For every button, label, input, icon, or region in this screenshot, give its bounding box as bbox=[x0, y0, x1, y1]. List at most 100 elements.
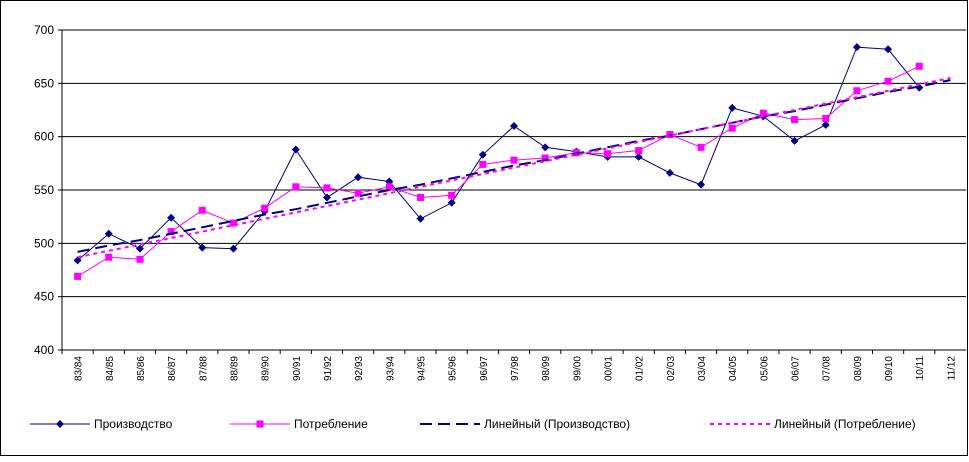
data-point bbox=[479, 160, 487, 168]
data-point bbox=[697, 180, 706, 189]
data-point bbox=[822, 115, 830, 123]
data-point bbox=[229, 219, 237, 227]
data-point bbox=[104, 229, 113, 238]
data-point bbox=[198, 206, 206, 214]
x-tick-label: 03/04 bbox=[697, 356, 708, 381]
legend-item: Потребление bbox=[230, 417, 368, 431]
x-tick-label: 98/99 bbox=[541, 356, 552, 381]
x-tick-label: 99/00 bbox=[572, 356, 583, 381]
x-tick-label: 85/86 bbox=[136, 356, 147, 381]
data-point bbox=[322, 193, 331, 202]
data-point bbox=[198, 243, 207, 252]
data-point bbox=[448, 191, 456, 199]
data-point bbox=[416, 193, 424, 201]
x-tick-label: 90/91 bbox=[292, 356, 303, 381]
x-tick-label: 09/10 bbox=[884, 356, 895, 381]
x-tick-label: 10/11 bbox=[915, 356, 926, 381]
data-point bbox=[135, 244, 144, 253]
data-point bbox=[354, 189, 362, 197]
data-point bbox=[791, 116, 799, 124]
data-point bbox=[541, 154, 549, 162]
data-point bbox=[666, 131, 674, 139]
legend-label: Линейный (Производство) bbox=[484, 417, 630, 431]
legend-item: Линейный (Потребление) bbox=[710, 417, 916, 431]
data-point bbox=[635, 147, 643, 155]
x-tick-label: 83/84 bbox=[74, 356, 85, 381]
x-tick-label: 93/94 bbox=[385, 356, 396, 381]
x-tick-label: 08/09 bbox=[853, 356, 864, 381]
x-tick-label: 97/98 bbox=[510, 356, 521, 381]
data-point bbox=[728, 124, 736, 132]
x-tick-label: 96/97 bbox=[479, 356, 490, 381]
x-tick-label: 86/87 bbox=[167, 356, 178, 381]
data-point bbox=[73, 256, 82, 265]
y-tick-label: 700 bbox=[34, 23, 54, 37]
data-point bbox=[915, 62, 923, 70]
data-point bbox=[74, 272, 82, 280]
series-line bbox=[77, 46, 920, 261]
data-point bbox=[634, 152, 643, 161]
data-point bbox=[884, 45, 893, 54]
data-point bbox=[510, 122, 518, 130]
x-tick-label: 87/88 bbox=[198, 356, 209, 381]
data-point bbox=[852, 43, 861, 52]
x-tick-label: 02/03 bbox=[666, 356, 677, 381]
x-tick-label: 07/08 bbox=[822, 356, 833, 381]
legend-marker bbox=[256, 420, 264, 428]
data-point bbox=[697, 143, 705, 151]
x-tick-label: 04/05 bbox=[728, 356, 739, 381]
legend-item: Производство bbox=[30, 417, 173, 431]
legend-label: Потребление bbox=[294, 417, 368, 431]
data-point bbox=[478, 150, 487, 159]
series-line bbox=[77, 65, 920, 277]
x-tick-label: 89/90 bbox=[261, 356, 272, 381]
data-point bbox=[229, 244, 238, 253]
x-tick-label: 92/93 bbox=[354, 356, 365, 381]
y-tick-label: 600 bbox=[34, 130, 54, 144]
legend-item: Линейный (Производство) bbox=[420, 417, 630, 431]
data-point bbox=[790, 136, 799, 145]
y-tick-label: 550 bbox=[34, 183, 54, 197]
data-point bbox=[541, 143, 550, 152]
data-point bbox=[821, 120, 830, 129]
data-point bbox=[759, 109, 767, 117]
data-point bbox=[728, 103, 737, 112]
x-tick-label: 88/89 bbox=[229, 356, 240, 381]
legend-label: Производство bbox=[94, 417, 173, 431]
y-tick-label: 400 bbox=[34, 343, 54, 357]
y-tick-label: 500 bbox=[34, 236, 54, 250]
x-tick-label: 00/01 bbox=[604, 356, 615, 381]
y-tick-label: 650 bbox=[34, 76, 54, 90]
data-point bbox=[261, 204, 269, 212]
x-tick-label: 11/12 bbox=[946, 356, 957, 381]
x-tick-label: 91/92 bbox=[323, 356, 334, 381]
legend-marker bbox=[56, 420, 64, 428]
data-point bbox=[354, 173, 363, 182]
data-point bbox=[105, 253, 113, 261]
data-point bbox=[416, 214, 425, 223]
data-point bbox=[136, 255, 144, 263]
y-tick-label: 450 bbox=[34, 290, 54, 304]
data-point bbox=[853, 87, 861, 95]
data-point bbox=[572, 149, 580, 157]
data-point bbox=[167, 228, 175, 236]
data-point bbox=[665, 168, 674, 177]
legend-label: Линейный (Потребление) bbox=[774, 417, 916, 431]
data-point bbox=[167, 213, 176, 222]
x-tick-label: 06/07 bbox=[791, 356, 802, 381]
x-tick-label: 95/96 bbox=[448, 356, 459, 381]
x-tick-label: 84/85 bbox=[105, 356, 116, 381]
data-point bbox=[510, 156, 518, 164]
x-tick-label: 94/95 bbox=[416, 356, 427, 381]
trend-line bbox=[77, 79, 951, 253]
x-tick-label: 01/02 bbox=[635, 356, 646, 381]
data-point bbox=[385, 183, 393, 191]
data-point bbox=[323, 184, 331, 192]
x-tick-label: 05/06 bbox=[759, 356, 770, 381]
data-point bbox=[604, 150, 612, 158]
data-point bbox=[447, 198, 456, 207]
data-point bbox=[884, 77, 892, 85]
